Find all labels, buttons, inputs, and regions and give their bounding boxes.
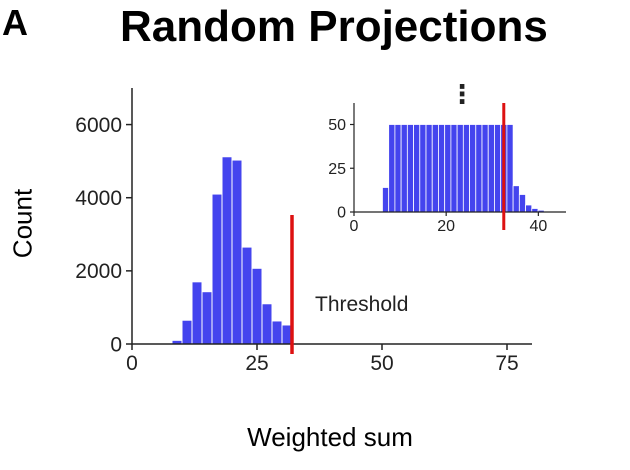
inset-bar — [394, 124, 402, 213]
main-y-tick-label: 0 — [110, 333, 122, 356]
panel-letter: A — [2, 2, 28, 43]
inset-bar — [487, 124, 495, 213]
inset-bar — [494, 124, 502, 213]
main-bar — [201, 291, 213, 345]
inset-bar — [388, 124, 396, 213]
y-axis-label: Count — [7, 188, 38, 259]
inset-bar — [456, 124, 464, 213]
inset-bar — [481, 124, 489, 213]
main-bar — [241, 246, 253, 345]
main-y-tick-label: 6000 — [75, 114, 122, 137]
main-y-tick-label: 2000 — [75, 260, 122, 283]
main-bar — [261, 303, 273, 345]
main-x-tick-label: 25 — [245, 352, 268, 375]
main-bar — [231, 159, 243, 345]
threshold-label: Threshold — [315, 293, 408, 316]
inset-bar — [475, 124, 483, 213]
inset-bar — [425, 124, 433, 213]
inset-bar — [382, 187, 390, 213]
inset-bar — [444, 124, 452, 213]
main-bar — [191, 281, 203, 345]
inset-bar — [469, 124, 477, 213]
inset-bar — [431, 124, 439, 213]
main-bars-group — [161, 156, 303, 345]
inset-bar — [400, 124, 408, 213]
inset-x-tick-label: 40 — [529, 218, 547, 235]
inset-y-tick-label: 0 — [337, 205, 346, 222]
inset-bar — [419, 124, 427, 213]
inset-x-tick-label: 20 — [437, 218, 455, 235]
main-bar — [211, 193, 223, 345]
main-bar — [221, 156, 233, 345]
inset-bar — [406, 124, 414, 213]
inset-bar — [518, 194, 526, 213]
x-axis-label: Weighted sum — [247, 422, 413, 452]
ellipsis-icon: ⋮ — [449, 79, 475, 109]
main-x-tick-label: 75 — [495, 352, 518, 375]
main-y-tick-label: 4000 — [75, 187, 122, 210]
inset-y-tick-label: 50 — [328, 117, 346, 134]
inset-bar — [506, 124, 514, 213]
inset-bar — [438, 124, 446, 213]
inset-y-tick-label: 25 — [328, 161, 346, 178]
chart-title: Random Projections — [120, 2, 548, 51]
main-x-tick-label: 50 — [370, 352, 393, 375]
inset-bar — [450, 124, 458, 213]
inset-bar — [525, 204, 533, 213]
main-bar — [181, 319, 193, 345]
inset-bar — [413, 124, 421, 213]
inset-bar — [512, 185, 520, 213]
inset-axes-group: 0 20 40 0 25 50 — [328, 103, 566, 235]
inset-x-tick-label: 0 — [350, 218, 359, 235]
inset-bar — [462, 124, 470, 213]
main-x-tick-label: 0 — [126, 352, 138, 375]
main-bar — [251, 267, 263, 345]
main-bar — [271, 320, 283, 345]
inset-bars-group — [382, 124, 545, 213]
